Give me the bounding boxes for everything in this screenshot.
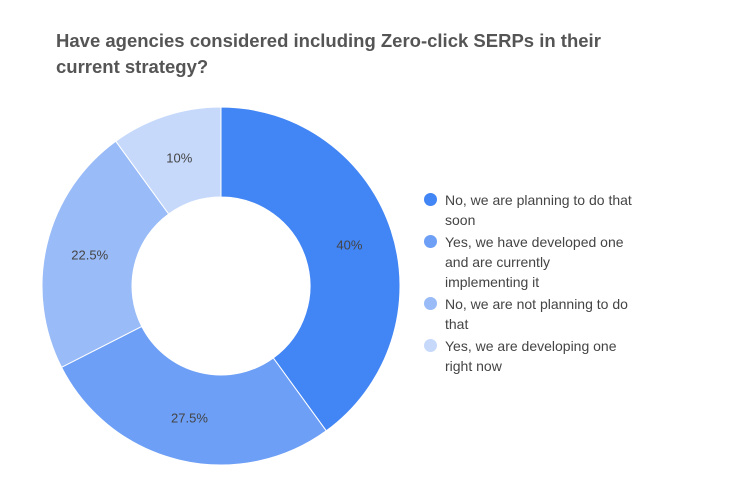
donut-slice [115, 106, 222, 215]
slice-value-label: 40% [336, 237, 362, 252]
slice-value-label: 27.5% [171, 410, 208, 425]
legend-marker [424, 297, 437, 310]
legend-item: No, we are planning to do that soon [424, 190, 634, 230]
donut-slice [60, 325, 327, 466]
legend-item: Yes, we have developed one and are curre… [424, 232, 634, 292]
legend: No, we are planning to do that soon Yes,… [424, 190, 634, 378]
legend-marker [424, 235, 437, 248]
legend-label: Yes, we have developed one and are curre… [445, 234, 624, 290]
legend-label: No, we are not planning to do that [445, 296, 628, 332]
legend-marker [424, 193, 437, 206]
legend-item: Yes, we are developing one right now [424, 336, 634, 376]
slice-value-label: 22.5% [71, 247, 108, 262]
legend-label: Yes, we are developing one right now [445, 338, 617, 374]
donut-slice [220, 106, 401, 432]
legend-label: No, we are planning to do that soon [445, 192, 632, 228]
donut-slice [41, 140, 170, 368]
legend-item: No, we are not planning to do that [424, 294, 634, 334]
slice-value-label: 10% [166, 151, 192, 166]
chart-title: Have agencies considered including Zero-… [56, 30, 601, 77]
legend-marker [424, 339, 437, 352]
